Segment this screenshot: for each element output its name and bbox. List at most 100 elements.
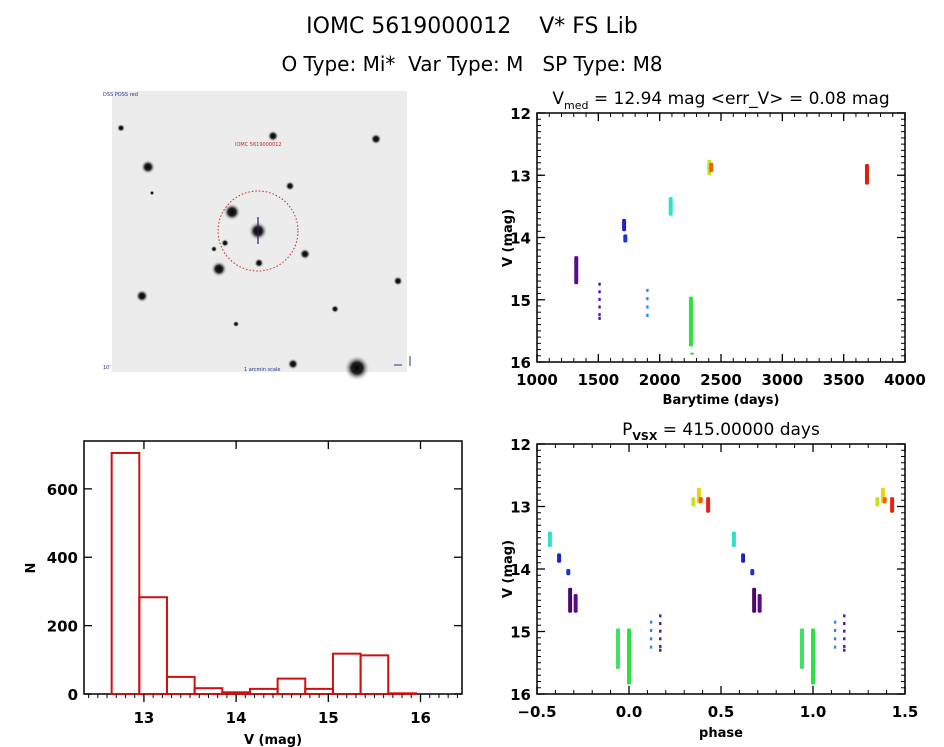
title-rest: = 415.00000 days [657, 420, 820, 440]
data-point [598, 290, 601, 294]
data-point-cluster [757, 594, 762, 613]
x-tick-label: 1000 [516, 371, 558, 389]
object-types: O Type: Mi* Var Type: M SP Type: M8 [281, 52, 663, 76]
title-main: V [552, 89, 564, 109]
y-tick-label: 400 [47, 549, 78, 567]
data-point [659, 614, 662, 618]
y-tick-label: 0 [68, 686, 78, 704]
phase-curve-points [547, 487, 895, 685]
data-point-cluster [864, 164, 869, 185]
data-point [833, 637, 837, 641]
data-point-cluster [709, 162, 714, 173]
data-point-cluster [752, 587, 757, 613]
data-point [843, 629, 846, 633]
data-point [598, 313, 601, 317]
star [344, 355, 370, 381]
histogram-plot: 13 14 15 16 0 200 400 600 V (mag) N [24, 440, 463, 747]
data-point [659, 648, 662, 652]
star [223, 203, 241, 221]
histogram-ylabel: N [24, 563, 39, 574]
x-tick-label: 3500 [823, 371, 865, 389]
data-point-cluster [573, 594, 578, 613]
data-point [843, 637, 846, 641]
data-point-cluster [615, 628, 620, 669]
histogram-bar [221, 691, 251, 695]
x-tick-label: 0.5 [708, 703, 735, 721]
data-point-cluster [706, 497, 711, 513]
light-curve-points [574, 159, 869, 355]
data-point [843, 614, 846, 618]
data-point [659, 629, 662, 633]
x-tick-label: 0.0 [616, 703, 643, 721]
sky-label-bottom-left: 10' [103, 365, 111, 371]
title-subscript: VSX [632, 430, 657, 443]
star [135, 289, 149, 303]
phase-curve-xlabel: phase [699, 726, 743, 741]
y-tick-label: 14 [510, 561, 531, 579]
data-point [649, 637, 653, 641]
x-tick-label: 2500 [700, 371, 742, 389]
x-tick-label: 14 [226, 709, 247, 727]
data-point [843, 622, 846, 626]
y-tick-label: 13 [510, 499, 531, 517]
y-tick-label: 14 [510, 230, 531, 248]
star [221, 239, 229, 247]
histogram-xlabel: V (mag) [244, 733, 302, 747]
data-point-cluster [875, 497, 880, 507]
phase-curve-title: PVSX = 415.00000 days [622, 420, 820, 443]
data-point [649, 645, 653, 649]
data-point [843, 644, 846, 648]
x-tick-label: 1.0 [800, 703, 827, 721]
target-aperture-circle [217, 190, 299, 272]
x-tick-label: −0.5 [517, 703, 556, 721]
data-point-cluster [627, 628, 631, 685]
star [393, 276, 403, 286]
x-tick-label: 1500 [577, 371, 619, 389]
histogram-ticks: 13 14 15 16 0 200 400 600 [47, 441, 462, 727]
data-point-cluster [799, 628, 804, 669]
data-point-cluster [698, 497, 703, 504]
x-tick-label: 2000 [639, 371, 681, 389]
star [149, 190, 155, 196]
data-point-cluster [688, 296, 693, 347]
histogram-bar [304, 687, 334, 696]
star [331, 305, 339, 313]
light-curve-title: Vmed = 12.94 mag <err_V> = 0.08 mag [552, 89, 889, 112]
light-curve-xlabel: Barytime (days) [663, 393, 780, 408]
data-point-cluster [566, 569, 571, 576]
data-point [646, 313, 649, 317]
histogram-bar [138, 596, 168, 695]
data-point [659, 622, 662, 626]
data-point-cluster [811, 628, 815, 685]
data-point [833, 645, 837, 649]
data-point [598, 297, 601, 301]
phase-curve-frame [536, 443, 906, 695]
sky-label-top-left: DSS POSS red [103, 92, 138, 98]
x-tick-label: 13 [133, 709, 154, 727]
light-curve-ylabel: V (mag) [501, 209, 516, 267]
title-subscript: med [564, 99, 588, 112]
data-point-cluster [668, 197, 673, 216]
y-tick-label: 16 [510, 686, 531, 704]
data-point-cluster [731, 531, 736, 548]
histogram-bar [387, 692, 417, 696]
data-point [646, 305, 649, 309]
phase-curve-plot: PVSX = 415.00000 days −0.5 0.0 0.5 1.0 1.5 12… [501, 420, 918, 741]
star [140, 159, 156, 175]
x-tick-label: 4000 [884, 371, 926, 389]
compass-icon [394, 356, 411, 366]
x-tick-label: 1.5 [892, 703, 919, 721]
histogram-bars [110, 451, 417, 696]
data-point [659, 637, 662, 641]
light-curve-plot: Vmed = 12.94 mag <err_V> = 0.08 mag 1000… [501, 89, 926, 408]
star [210, 245, 218, 253]
data-point-cluster [574, 256, 579, 285]
data-point-cluster [741, 553, 746, 563]
star [287, 358, 299, 370]
data-point-cluster [890, 497, 895, 513]
data-point-cluster [690, 352, 695, 355]
data-point-cluster [568, 587, 573, 613]
sky-label-bottom-center: 1 arcmin scale [244, 367, 280, 373]
histogram-bar [165, 675, 196, 695]
